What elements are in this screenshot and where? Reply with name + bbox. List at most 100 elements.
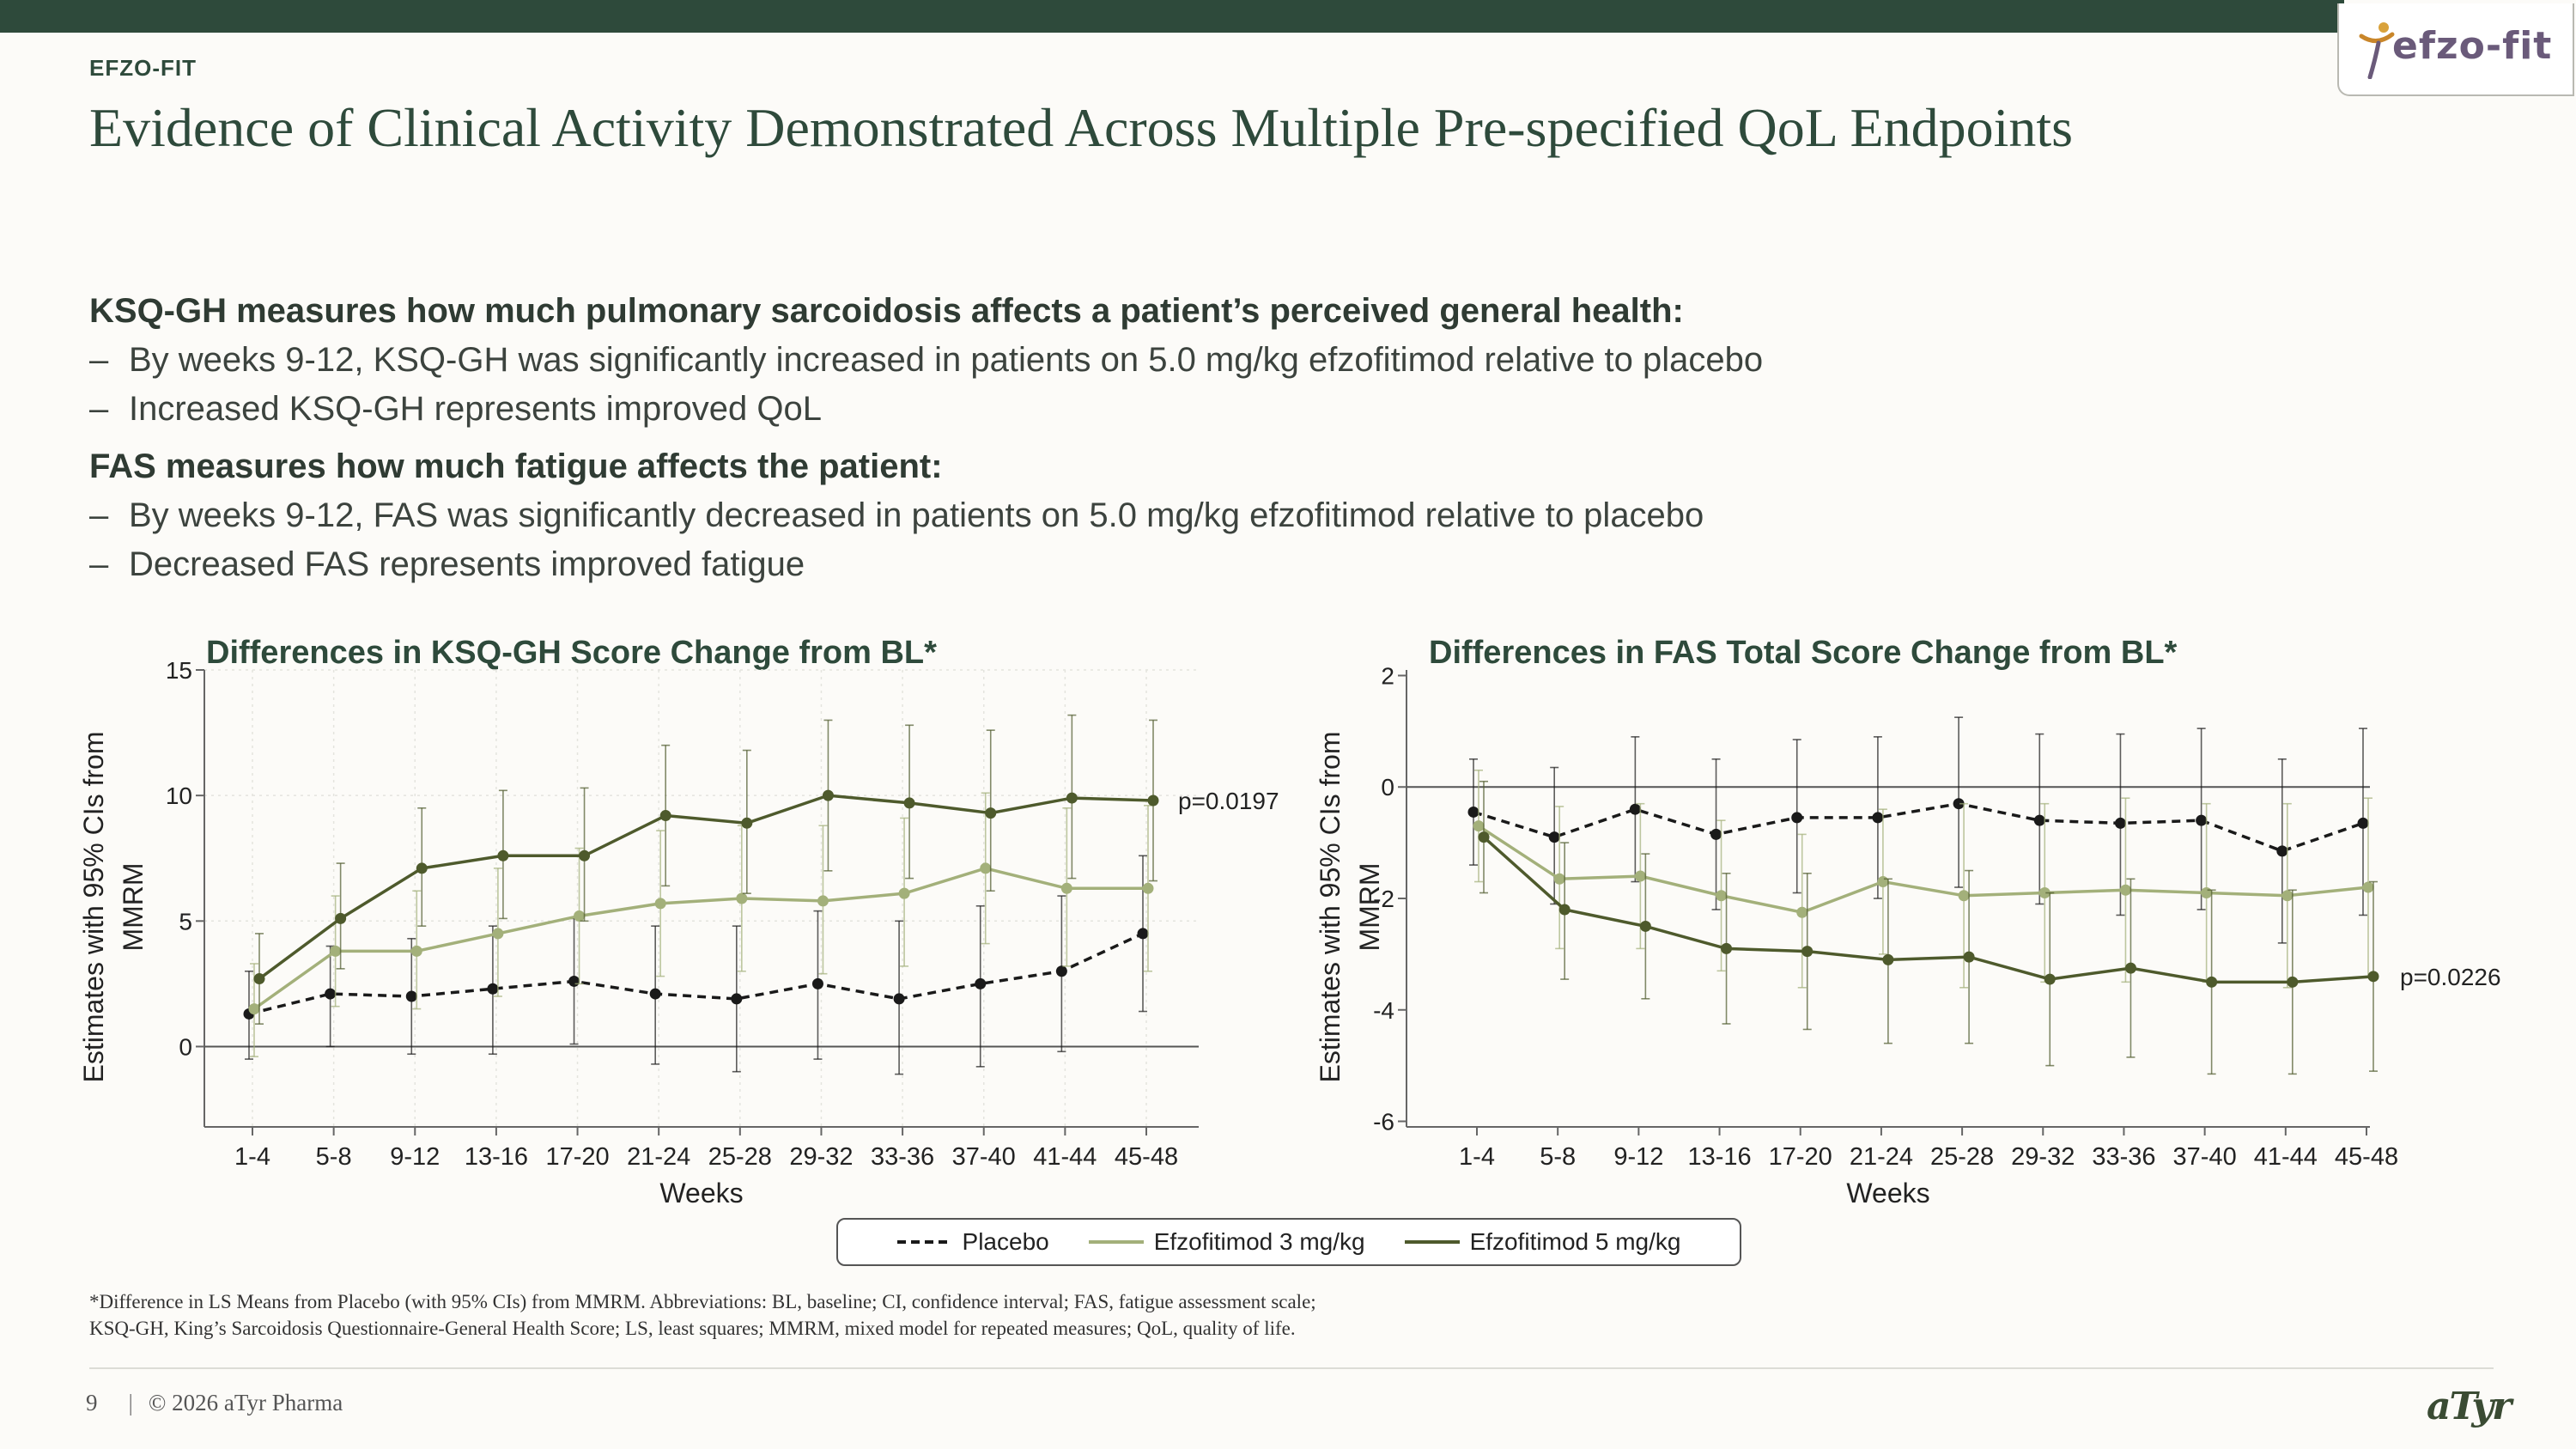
data-point (903, 797, 915, 809)
data-point (1639, 920, 1651, 932)
data-point (2367, 971, 2379, 983)
x-tick-label: 9-12 (1613, 1143, 1663, 1171)
data-point (736, 892, 748, 904)
body-text: KSQ-GH measures how much pulmonary sarco… (89, 292, 2408, 594)
x-tick-label: 9-12 (390, 1143, 440, 1171)
data-point (253, 973, 265, 985)
chart-title: Differences in FAS Total Score Change fr… (1429, 635, 2178, 671)
data-point (1801, 946, 1814, 958)
fas-bullet-1: – By weeks 9-12, FAS was significantly d… (89, 496, 2408, 535)
data-point (1137, 928, 1149, 940)
x-tick-label: 5-8 (316, 1143, 352, 1171)
data-point (1060, 882, 1072, 894)
logo-text: efzo-fit (2392, 24, 2553, 68)
y-tick-label: 0 (1381, 774, 1394, 801)
y-tick-label: -6 (1373, 1109, 1394, 1135)
series-line (1482, 836, 2374, 984)
y-tick-label: 5 (179, 908, 192, 935)
chart-title: Differences in KSQ-GH Score Change from … (206, 635, 937, 671)
x-tick-label: 37-40 (952, 1143, 1016, 1171)
x-tick-label: 13-16 (1687, 1143, 1751, 1171)
y-axis-label-line-2: MMRM (1354, 862, 1385, 951)
x-tick-label: 33-36 (871, 1143, 934, 1171)
x-tick-label: 33-36 (2092, 1143, 2155, 1171)
data-point (654, 898, 666, 910)
data-point (649, 988, 661, 1000)
data-point (1882, 953, 1894, 965)
legend-item-placebo: Placebo (896, 1228, 1049, 1256)
series-3 (253, 714, 1159, 1025)
data-point (2124, 962, 2136, 974)
y-tick-label: -2 (1373, 886, 1394, 912)
data-point (1634, 870, 1646, 882)
footer-divider (89, 1367, 2494, 1369)
bullet-text: Decreased FAS represents improved fatigu… (129, 545, 805, 583)
x-tick-label: 45-48 (1115, 1143, 1178, 1171)
data-point (975, 977, 987, 989)
series-line (258, 794, 1154, 980)
copyright: © 2026 aTyr Pharma (148, 1390, 343, 1416)
data-point (1055, 965, 1067, 977)
data-point (2362, 881, 2374, 893)
data-point (330, 945, 342, 957)
x-tick-label: 29-32 (789, 1143, 853, 1171)
data-point (1721, 942, 1733, 954)
x-tick-label: 1-4 (1459, 1143, 1495, 1171)
data-point (1066, 792, 1078, 804)
section-tag: EFZO-FIT (89, 55, 197, 81)
atyr-logo: aTyr (2427, 1385, 2512, 1428)
data-point (2114, 817, 2126, 829)
data-point (579, 849, 591, 861)
bullet-text: By weeks 9-12, FAS was significantly dec… (129, 496, 1704, 534)
data-point (898, 887, 910, 899)
y-axis-label-line-1: Estimates with 95% CIs from (1315, 732, 1346, 1083)
x-tick-label: 17-20 (545, 1143, 609, 1171)
x-tick-label: 37-40 (2173, 1143, 2237, 1171)
data-point (1710, 828, 1722, 840)
x-axis-label: Weeks (1846, 1178, 1929, 1209)
page-number: 9 (86, 1390, 98, 1416)
data-point (2287, 976, 2299, 988)
data-point (1473, 820, 1485, 832)
data-point (2281, 890, 2293, 902)
data-point (1467, 806, 1479, 818)
data-point (2196, 814, 2208, 826)
ksq-bullet-2: – Increased KSQ-GH represents improved Q… (89, 390, 2408, 429)
data-point (659, 810, 671, 822)
data-point (405, 990, 417, 1002)
legend-label: Efzofitimod 5 mg/kg (1469, 1228, 1681, 1255)
legend-swatch-dark (1404, 1240, 1460, 1244)
y-axis-label-line-1: Estimates with 95% CIs from (78, 732, 109, 1083)
bullet-dash: – (89, 390, 109, 428)
data-point (335, 912, 347, 924)
x-tick-label: 1-4 (234, 1143, 270, 1171)
series-line (248, 932, 1144, 1016)
footer-separator: | (128, 1390, 133, 1416)
data-point (741, 817, 753, 829)
bullet-text: By weeks 9-12, KSQ-GH was significantly … (129, 341, 1764, 379)
x-tick-label: 21-24 (627, 1143, 690, 1171)
chart-2: Differences in FAS Total Score Change fr… (1315, 635, 2501, 1209)
data-point (568, 975, 580, 987)
data-point (325, 988, 337, 1000)
bullet-text: Increased KSQ-GH represents improved QoL (129, 390, 823, 428)
data-point (1629, 803, 1641, 815)
x-tick-label: 25-28 (1930, 1143, 1994, 1171)
data-point (822, 789, 834, 801)
data-point (2038, 887, 2050, 899)
y-tick-label: 0 (179, 1033, 192, 1060)
data-point (2119, 884, 2131, 896)
data-point (985, 807, 997, 819)
data-point (1796, 906, 1808, 918)
data-point (980, 862, 992, 874)
data-point (574, 910, 586, 922)
y-axis-label-line-2: MMRM (118, 862, 149, 951)
data-point (2357, 817, 2369, 829)
bullet-dash: – (89, 341, 109, 379)
data-point (497, 849, 509, 861)
figure-logo-icon (2359, 22, 2395, 79)
data-point (410, 945, 422, 957)
data-point (1872, 812, 1884, 824)
chart-1: Differences in KSQ-GH Score Change from … (78, 635, 1279, 1209)
